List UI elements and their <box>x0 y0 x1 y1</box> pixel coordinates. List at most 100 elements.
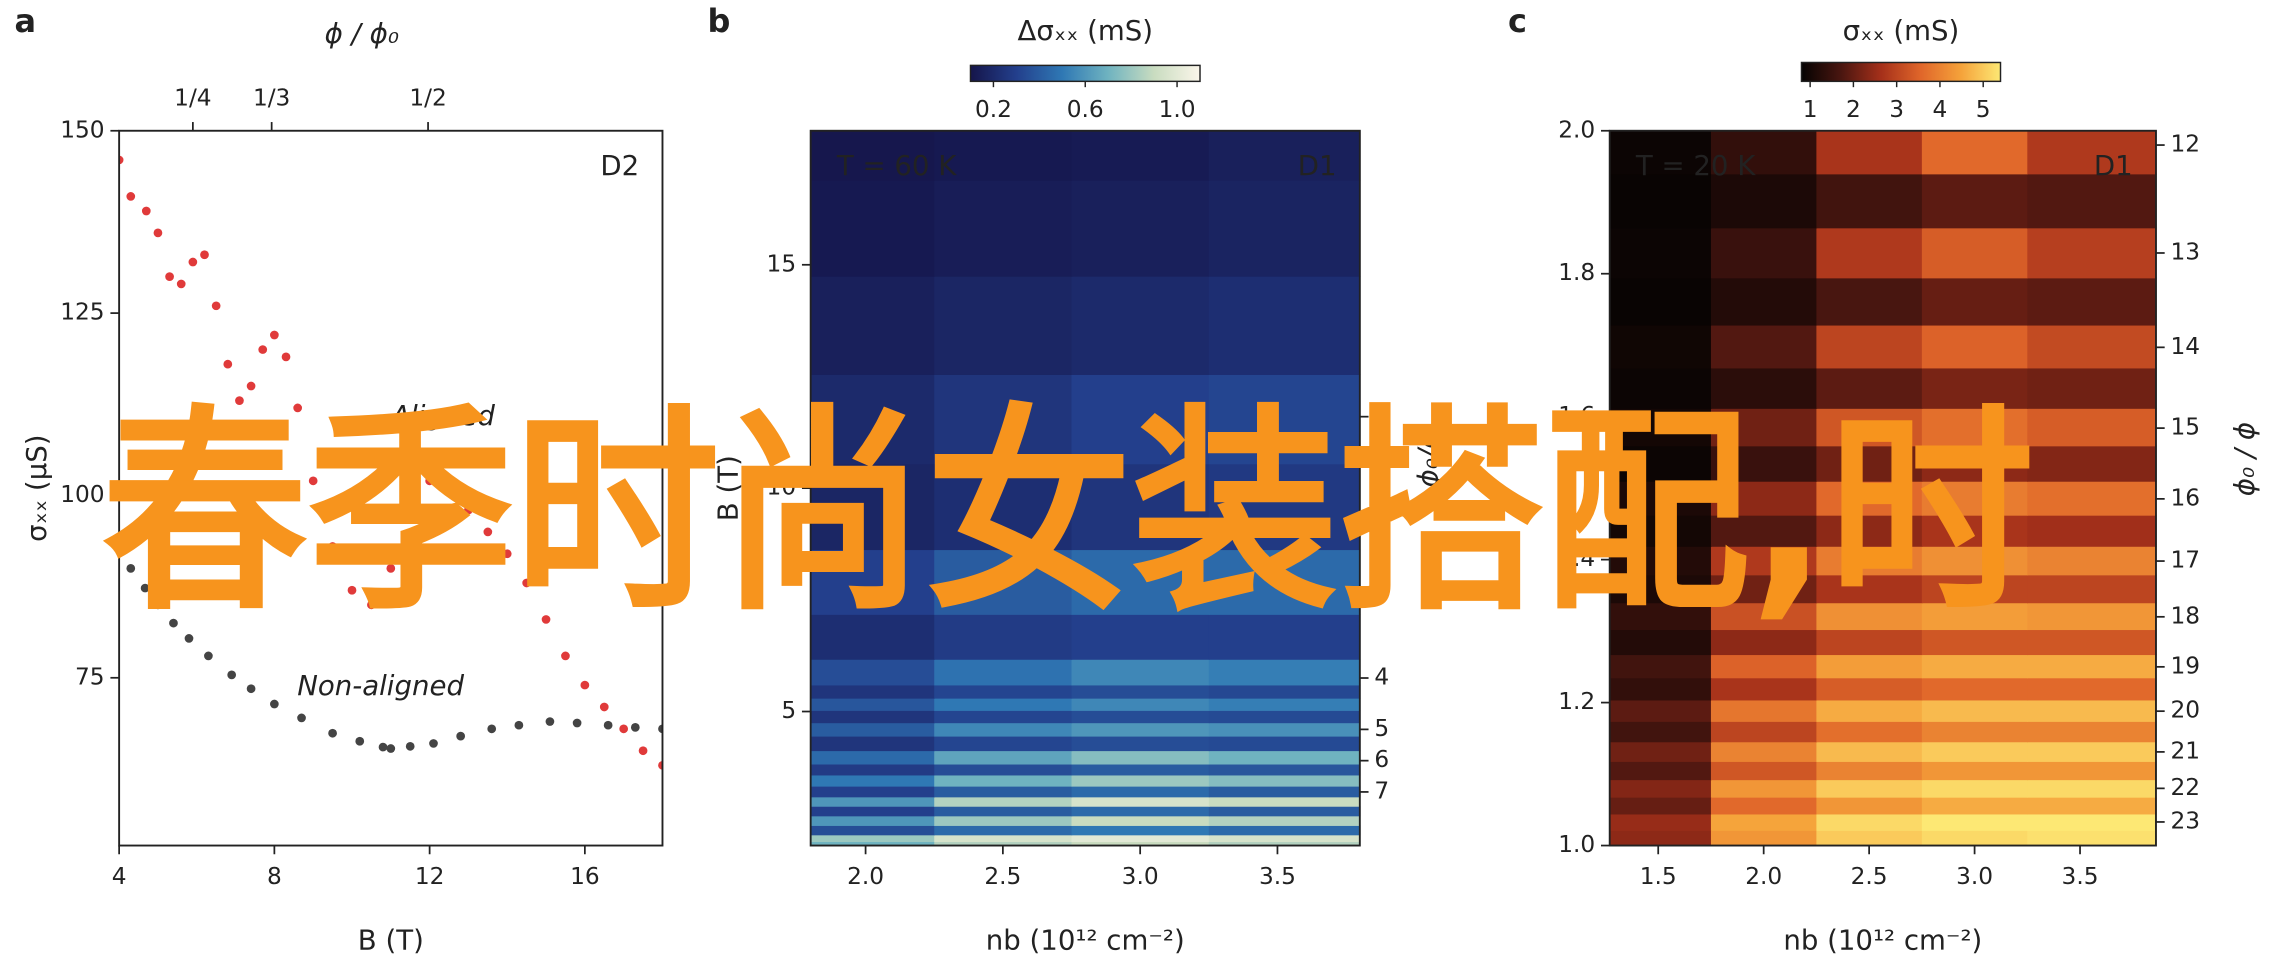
y2-tick-label: 14 <box>2170 333 2200 360</box>
data-point <box>619 724 629 734</box>
x-tick-label: 2.0 <box>1745 863 1782 890</box>
heatmap-cell <box>934 774 1073 787</box>
heatmap-cell <box>1921 367 2029 409</box>
panel-label: a <box>15 2 37 40</box>
heatmap-cell <box>1710 324 1818 369</box>
heatmap-cell <box>810 614 935 660</box>
heatmap-cell <box>1071 130 1210 181</box>
x2-axis-label: ϕ / ϕ₀ <box>325 17 399 50</box>
data-point <box>281 352 291 362</box>
heatmap-cell <box>1921 602 2029 631</box>
heatmap-cell <box>1071 834 1210 843</box>
heatmap-cell <box>934 549 1073 615</box>
heatmap-cell <box>1609 654 1712 679</box>
heatmap-cell <box>934 130 1073 181</box>
heatmap-cell <box>810 825 935 836</box>
heatmap-cell <box>1208 684 1361 699</box>
heatmap-cell <box>1609 173 1712 229</box>
heatmap-cell <box>2027 779 2157 798</box>
heatmap-cell <box>1609 699 1712 722</box>
heatmap-cell <box>1710 481 1818 516</box>
heatmap-cell <box>1208 697 1361 711</box>
colorbar-tick-label: 2 <box>1846 96 1861 123</box>
heatmap-cell <box>810 275 935 375</box>
y-axis-label: σₓₓ (μS) <box>20 434 53 541</box>
colorbar-tick-label: 3 <box>1889 96 1904 123</box>
data-point <box>603 720 613 730</box>
heatmap-cell <box>1609 629 1712 656</box>
heatmap-cell <box>1816 324 1923 369</box>
heatmap-cell <box>1921 654 2029 679</box>
data-point <box>126 192 136 201</box>
heatmap-cell <box>1208 750 1361 765</box>
heatmap-cell <box>1071 735 1210 752</box>
heatmap-cell <box>1609 227 1712 279</box>
heatmap-cell <box>1609 481 1712 516</box>
heatmap-cell <box>1921 699 2029 722</box>
colorbar-tick-label: 1.0 <box>1159 96 1196 123</box>
heatmap-cell <box>1609 813 1712 831</box>
colorbar-label: Δσₓₓ (mS) <box>1017 14 1153 47</box>
heatmap-cell <box>1071 549 1210 615</box>
heatmap-cell <box>1609 130 1712 175</box>
heatmap-cell <box>2027 514 2157 547</box>
heatmap-cell <box>1208 815 1361 826</box>
y2-tick-label: 21 <box>2170 737 2200 764</box>
y2-tick-label: 16 <box>2170 484 2200 511</box>
y2-tick-label: 5 <box>1374 715 1389 742</box>
series-label: Non-aligned <box>297 669 464 702</box>
heatmap-cell <box>810 463 935 551</box>
heatmap-cell <box>1710 546 1818 576</box>
data-point <box>483 527 493 537</box>
data-point <box>502 549 512 559</box>
data-point <box>184 634 194 643</box>
heatmap-cell <box>1816 654 1923 679</box>
condition-label: T = 20 K <box>1635 149 1756 182</box>
data-point <box>386 564 396 573</box>
data-point <box>246 381 256 391</box>
heatmap-cell <box>1816 445 1923 482</box>
heatmap-cell <box>1710 654 1818 679</box>
colorbar-tick-label: 1 <box>1803 96 1818 123</box>
heatmap-cell <box>934 763 1073 776</box>
y2-tick-label: 17 <box>2170 547 2200 574</box>
x-tick-label: 12 <box>415 863 445 890</box>
heatmap-cell <box>1208 130 1361 181</box>
heatmap-cell <box>1071 697 1210 711</box>
data-point <box>126 564 136 573</box>
colorbar <box>969 64 1201 83</box>
data-point <box>153 228 163 238</box>
heatmap-cell <box>1071 841 1210 847</box>
heatmap-cell <box>1921 830 2029 847</box>
heatmap-cell <box>1609 830 1712 847</box>
heatmap-cell <box>1921 130 2029 175</box>
heatmap-cell <box>1208 774 1361 787</box>
heatmap-cell <box>1816 629 1923 656</box>
y-tick-label: 15 <box>767 250 797 277</box>
data-point <box>658 760 663 770</box>
heatmap-cell <box>1816 761 1923 781</box>
heatmap-cell <box>1071 179 1210 277</box>
y-tick-label: 75 <box>75 663 105 690</box>
x-tick-label: 3.0 <box>1122 863 1159 890</box>
heatmap-cell <box>934 722 1073 737</box>
heatmap-cell <box>1208 614 1361 660</box>
x2-tick-label: 1/3 <box>253 84 290 111</box>
x-tick-label: 4 <box>112 863 127 890</box>
heatmap-cell <box>2027 741 2157 762</box>
data-point <box>165 272 174 281</box>
data-point <box>211 301 221 311</box>
heatmap-cell <box>1609 761 1712 781</box>
heatmap-cell <box>2027 602 2157 631</box>
plot-frame <box>1608 129 2157 847</box>
heatmap-cell <box>1609 779 1712 798</box>
x-tick-label: 2.5 <box>1851 863 1888 890</box>
heatmap-cell <box>1921 408 2029 447</box>
heatmap-cell <box>1710 779 1818 798</box>
data-point <box>200 250 209 260</box>
heatmap-cell <box>1071 750 1210 765</box>
overlay-text: 春季时尚女装搭配,时 <box>102 387 2034 640</box>
sample-label: D1 <box>2094 149 2133 182</box>
heatmap-cell <box>934 796 1073 807</box>
